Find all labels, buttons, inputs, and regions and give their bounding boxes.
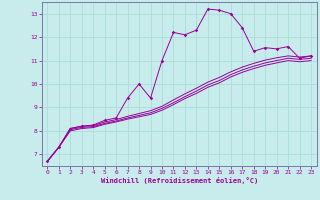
X-axis label: Windchill (Refroidissement éolien,°C): Windchill (Refroidissement éolien,°C) <box>100 177 258 184</box>
